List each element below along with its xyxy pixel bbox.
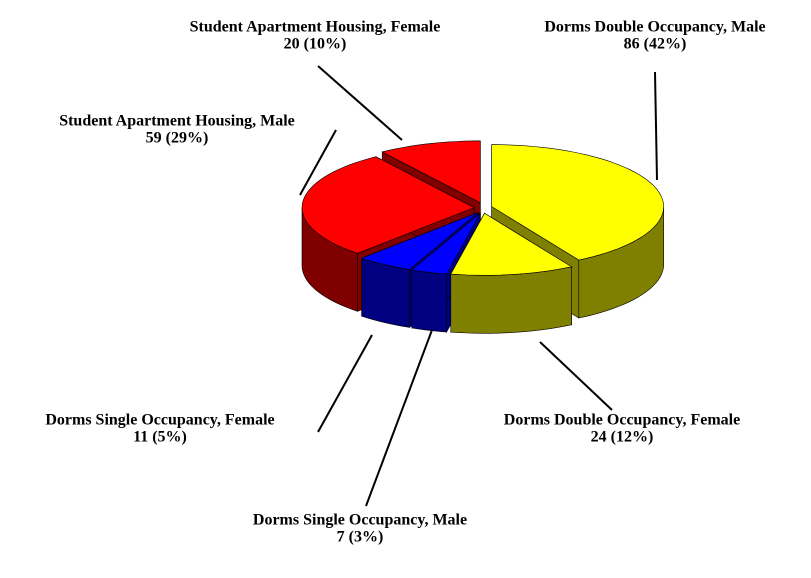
slice-label: Student Apartment Housing, Female bbox=[190, 19, 441, 36]
leader-line bbox=[654, 71, 658, 181]
value-label: 7 (3%) bbox=[337, 529, 384, 546]
slice bbox=[360, 212, 479, 270]
leader-line bbox=[365, 329, 433, 507]
slice bbox=[301, 156, 475, 254]
leader-line bbox=[539, 341, 613, 411]
value-label: 11 (5%) bbox=[133, 429, 187, 446]
slice bbox=[381, 140, 481, 204]
slice-wall bbox=[411, 269, 447, 333]
value-label: 86 (42%) bbox=[624, 36, 687, 53]
slice-label: Dorms Single Occupancy, Male bbox=[253, 512, 467, 529]
slice-wall bbox=[361, 257, 410, 328]
pie bbox=[301, 140, 665, 334]
leader-line bbox=[317, 334, 373, 433]
slice-label: Student Apartment Housing, Male bbox=[59, 113, 295, 130]
slice-label: Dorms Double Occupancy, Female bbox=[504, 412, 740, 429]
slice bbox=[450, 212, 573, 276]
slice bbox=[411, 212, 481, 275]
value-label: 20 (10%) bbox=[284, 36, 347, 53]
value-label: 24 (12%) bbox=[591, 429, 654, 446]
slice-label: Dorms Double Occupancy, Male bbox=[544, 19, 765, 36]
slice-wall bbox=[450, 266, 572, 334]
value-label: 59 (29%) bbox=[146, 130, 209, 147]
slice-label: Dorms Single Occupancy, Female bbox=[45, 412, 274, 429]
leader-line bbox=[317, 65, 403, 141]
slice bbox=[491, 144, 665, 261]
leader-line bbox=[299, 129, 337, 196]
